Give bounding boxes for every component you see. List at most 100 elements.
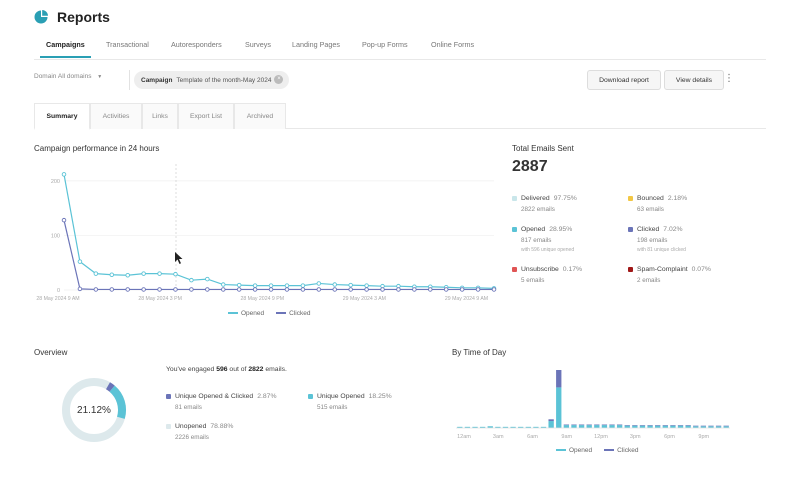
bar-opened	[533, 426, 539, 428]
data-point-clicked	[428, 287, 433, 292]
bar-clicked	[578, 424, 585, 426]
bar-clicked	[586, 424, 592, 426]
tab-popup-forms[interactable]: Pop-up Forms	[362, 40, 408, 49]
tab-transactional[interactable]: Transactional	[106, 40, 149, 49]
bar-opened	[525, 426, 531, 428]
subtab-activities[interactable]: Activities	[90, 103, 142, 129]
performance-legend: Opened Clicked	[228, 310, 310, 317]
data-point-clicked	[491, 287, 497, 292]
segment-opened-clicked: Unique Opened & Clicked 2.87% 81 emails	[166, 393, 306, 411]
subtab-export-list[interactable]: Export List	[178, 103, 234, 129]
bar-clicked	[662, 425, 668, 426]
bar-opened	[632, 425, 638, 428]
data-point-opened	[93, 271, 99, 276]
subtab-summary[interactable]: Summary	[34, 103, 90, 130]
data-point-clicked	[236, 287, 242, 292]
bar-opened	[624, 425, 630, 428]
stat-unsubscribe: Unsubscribe 0.17% 5 emails	[512, 266, 632, 284]
bar-opened	[457, 426, 463, 428]
data-point-clicked	[173, 287, 178, 292]
bar-opened	[601, 425, 608, 428]
data-point-clicked	[396, 287, 401, 292]
x-tick-label: 29 May 2024 3 AM	[343, 296, 386, 302]
x-tick-label: 28 May 2024 9 AM	[36, 296, 79, 302]
x-tick-label: 6am	[527, 434, 538, 440]
data-point-clicked	[93, 287, 99, 292]
bar-clicked	[594, 424, 600, 426]
campaign-value: Template of the month-May 2024	[176, 76, 272, 84]
bar-clicked	[624, 425, 630, 426]
x-tick-label: 6pm	[664, 434, 675, 440]
tab-autoresponders[interactable]: Autoresponders	[171, 40, 222, 49]
data-point-clicked	[364, 287, 369, 292]
performance-title: Campaign performance in 24 hours	[34, 144, 160, 153]
bar-opened	[693, 426, 699, 428]
series-line-clicked	[63, 220, 494, 291]
data-point-clicked	[109, 287, 115, 292]
data-point-clicked	[443, 287, 449, 292]
data-point-opened	[236, 282, 242, 288]
bar-clicked	[639, 425, 646, 426]
x-tick-label: 12pm	[594, 434, 608, 440]
bar-clicked	[685, 425, 691, 426]
bar-opened	[700, 426, 707, 428]
view-details-button[interactable]: View details	[664, 70, 724, 90]
tab-landing-pages[interactable]: Landing Pages	[292, 40, 340, 49]
kebab-menu-icon[interactable]: ⋮	[724, 73, 734, 84]
clear-icon[interactable]: ×	[274, 75, 284, 84]
divider	[129, 70, 130, 90]
bar-opened	[639, 425, 646, 428]
subtab-archived[interactable]: Archived	[234, 103, 286, 129]
data-point-clicked	[348, 287, 353, 292]
total-emails-value: 2887	[512, 158, 548, 175]
data-point-opened	[157, 271, 162, 276]
bar-opened	[685, 425, 691, 428]
chevron-down-icon: ▼	[97, 74, 103, 80]
bar-opened	[616, 425, 623, 428]
bar-opened	[472, 426, 478, 428]
data-point-opened	[125, 273, 130, 278]
bar-opened	[647, 425, 653, 428]
bar-clicked	[548, 419, 554, 422]
bar-clicked	[609, 424, 615, 426]
time-of-day-legend: Opened Clicked	[556, 447, 638, 454]
y-tick-label: 0	[57, 288, 60, 294]
download-report-button[interactable]: Download report	[587, 70, 661, 90]
data-point-clicked	[252, 287, 258, 292]
data-point-clicked	[157, 287, 162, 292]
legend-item-opened: Opened	[556, 447, 592, 454]
bar-opened	[655, 425, 661, 428]
bar-clicked	[647, 425, 653, 426]
data-point-opened	[221, 282, 226, 287]
tab-online-forms[interactable]: Online Forms	[431, 40, 475, 49]
data-point-clicked	[380, 287, 385, 292]
domain-select[interactable]: Domain All domains ▼	[34, 73, 102, 80]
report-tabs: Campaigns Transactional Autoresponders S…	[34, 40, 766, 60]
bar-clicked	[616, 424, 623, 426]
bar-opened	[563, 425, 570, 428]
x-tick-label: 12am	[457, 434, 471, 440]
summary-subtabs: Summary Activities Links Export List Arc…	[34, 103, 766, 130]
bar-clicked	[655, 425, 661, 426]
stat-opened: Opened 28.95% 817 emails with 596 unique …	[512, 226, 632, 253]
x-tick-label: 28 May 2024 3 PM	[138, 296, 182, 302]
tab-surveys[interactable]: Surveys	[245, 40, 271, 49]
bar-clicked	[693, 425, 699, 427]
y-tick-label: 100	[51, 233, 60, 239]
engaged-summary: You've engaged 596 out of 2822 emails.	[166, 366, 287, 373]
bar-opened	[677, 425, 684, 428]
data-point-clicked	[189, 287, 194, 292]
subtab-links[interactable]: Links	[142, 103, 178, 129]
bar-clicked	[563, 424, 570, 426]
bar-opened	[540, 426, 547, 428]
data-point-opened	[141, 271, 146, 276]
time-of-day-title: By Time of Day	[452, 348, 507, 357]
bar-opened	[479, 426, 486, 428]
bar-opened	[708, 426, 714, 428]
bar-clicked	[715, 425, 722, 427]
tab-campaigns[interactable]: Campaigns	[40, 40, 91, 58]
data-point-opened	[61, 172, 67, 177]
data-point-opened	[252, 283, 258, 288]
x-tick-label: 3pm	[630, 434, 641, 440]
campaign-filter-chip[interactable]: Campaign Template of the month-May 2024 …	[134, 71, 290, 89]
